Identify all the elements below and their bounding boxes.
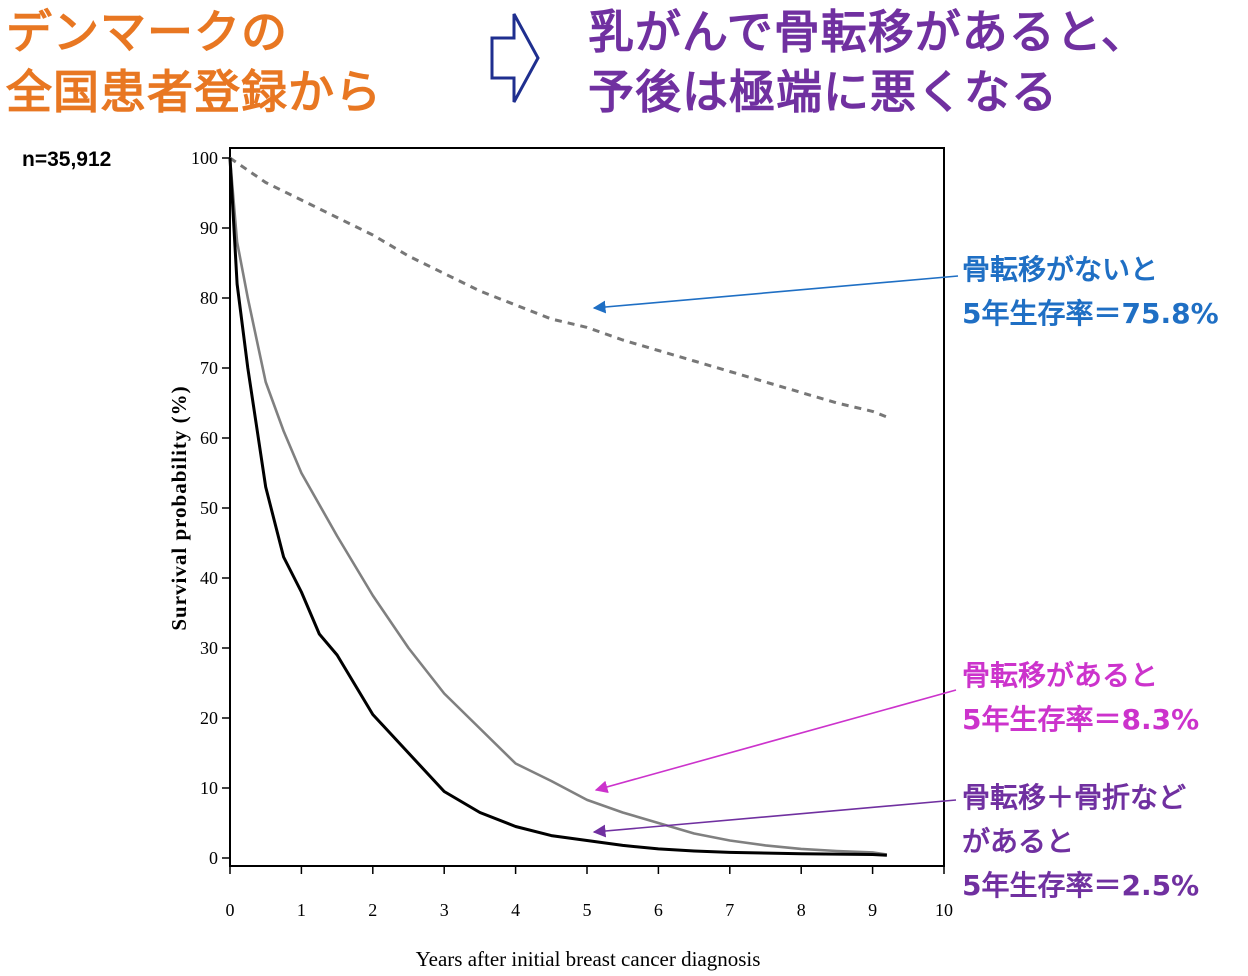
annotation-bone-mets-sre-line3: 5年生存率＝2.5% xyxy=(962,869,1200,902)
y-tick-label: 40 xyxy=(200,568,218,588)
chart-series xyxy=(228,156,888,857)
annotation-bone-mets-line1: 骨転移があると xyxy=(962,659,1159,692)
y-tick-label: 70 xyxy=(200,358,218,378)
x-axis-title: Years after initial breast cancer diagno… xyxy=(416,947,761,971)
y-axis-title: Survival probability (%) xyxy=(167,385,191,630)
x-tick-label: 0 xyxy=(226,900,235,920)
right-title-line2: 予後は極端に悪くなる xyxy=(588,65,1058,119)
annotation-bone-mets-sre-line2: があると xyxy=(962,825,1075,858)
annotation-no-bone-mets-line1: 骨転移がないと xyxy=(962,253,1159,286)
left-title-line1: デンマークの xyxy=(6,5,288,59)
sample-size-label: n=35,912 xyxy=(22,148,112,171)
x-tick-label: 9 xyxy=(868,900,877,920)
y-tick-label: 60 xyxy=(200,428,218,448)
y-tick-label: 10 xyxy=(200,778,218,798)
annotation-bone-mets-sre: 骨転移＋骨折など があると 5年生存率＝2.5% xyxy=(962,776,1199,908)
right-title: 乳がんで骨転移があると、 予後は極端に悪くなる xyxy=(588,2,1248,122)
arrow-bone-mets xyxy=(594,689,957,794)
annotation-no-bone-mets: 骨転移がないと 5年生存率＝75.8% xyxy=(962,248,1219,336)
left-title: デンマークの 全国患者登録から xyxy=(6,2,476,122)
series-line-bone_mets_sre xyxy=(228,157,887,857)
outline-right-arrow-icon xyxy=(490,13,540,103)
right-title-line1: 乳がんで骨転移があると、 xyxy=(588,5,1148,59)
x-tick-label: 4 xyxy=(511,900,520,920)
x-tick-label: 2 xyxy=(368,900,377,920)
annotation-bone-mets-sre-line1: 骨転移＋骨折など xyxy=(962,781,1187,814)
x-tick-label: 6 xyxy=(654,900,663,920)
annotation-no-bone-mets-line2: 5年生存率＝75.8% xyxy=(962,297,1219,330)
x-tick-label: 3 xyxy=(440,900,449,920)
arrow-no-bone-mets xyxy=(592,275,959,314)
annotation-bone-mets-line2: 5年生存率＝8.3% xyxy=(962,703,1200,736)
y-tick-label: 90 xyxy=(200,218,218,238)
x-tick-label: 7 xyxy=(725,900,734,920)
y-tick-label: 50 xyxy=(200,498,218,518)
series-line-bone_mets xyxy=(228,157,888,856)
x-tick-label: 5 xyxy=(583,900,592,920)
x-tick-label: 8 xyxy=(797,900,806,920)
y-tick-label: 100 xyxy=(191,148,218,168)
annotation-bone-mets: 骨転移があると 5年生存率＝8.3% xyxy=(962,654,1199,742)
y-tick-label: 0 xyxy=(209,848,218,868)
series-line-no_bone_mets xyxy=(229,156,888,419)
x-tick-label: 10 xyxy=(935,900,953,920)
y-tick-label: 30 xyxy=(200,638,218,658)
left-title-line2: 全国患者登録から xyxy=(6,65,382,119)
arrow-bone-mets-sre xyxy=(592,799,957,838)
annotation-arrows xyxy=(592,275,959,838)
y-tick-label: 80 xyxy=(200,288,218,308)
x-tick-label: 1 xyxy=(297,900,306,920)
plot-frame xyxy=(229,147,945,867)
y-tick-label: 20 xyxy=(200,708,218,728)
